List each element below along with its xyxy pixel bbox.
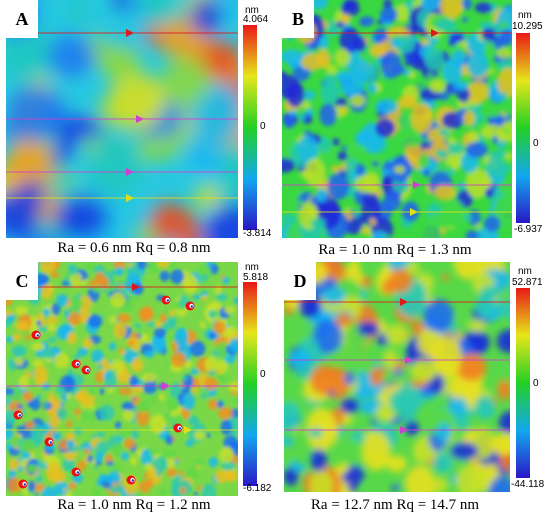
panel-b: B nm 10.295 0 -6.937 Ra = 1.0 nm Rq = 1.… (275, 0, 550, 258)
unit-label-d: nm (518, 266, 532, 277)
max-label-b: 10.295 (512, 21, 543, 32)
color-scale-bar-c (243, 282, 257, 486)
max-label-a: 4.064 (243, 14, 269, 25)
color-scale-bar-d (516, 288, 530, 478)
zero-label-c: 0 (260, 369, 266, 380)
panel-letter-b: B (282, 0, 314, 38)
panel-d: D nm 52.871 0 -44.118 Ra = 12.7 nm Rq = … (275, 258, 550, 516)
panel-a: A nm 4.064 0 -3.814 Ra = 0.6 nm Rq = 0.8… (0, 0, 275, 258)
min-label-c: -6.182 (243, 483, 272, 494)
roughness-caption-c: Ra = 1.0 nm Rq = 1.2 nm (57, 497, 211, 513)
min-label-b: -6.937 (514, 224, 543, 235)
unit-label-b: nm (518, 10, 532, 21)
afm-height-map-c (6, 262, 238, 496)
unit-label-c: nm (245, 262, 259, 273)
afm-height-map-b (282, 0, 512, 238)
zero-label-d: 0 (533, 378, 539, 389)
max-label-c: 5.818 (243, 272, 269, 283)
color-scale-bar-b (516, 33, 530, 223)
panel-letter-a: A (6, 0, 38, 38)
unit-label-a: nm (245, 5, 259, 16)
roughness-caption-d: Ra = 12.7 nm Rq = 14.7 nm (310, 497, 480, 513)
roughness-caption-b: Ra = 1.0 nm Rq = 1.3 nm (318, 242, 472, 258)
zero-label-a: 0 (260, 121, 266, 132)
afm-height-map-d (284, 262, 510, 492)
panel-letter-d: D (284, 262, 316, 300)
panel-c: C nm 5.818 0 -6.182 Ra = 1.0 nm Rq = 1.2… (0, 258, 275, 516)
max-label-d: 52.871 (512, 277, 543, 288)
min-label-d: -44.118 (511, 479, 545, 490)
roughness-caption-a: Ra = 0.6 nm Rq = 0.8 nm (57, 240, 211, 256)
min-label-a: -3.814 (243, 228, 272, 239)
afm-height-map-a (6, 0, 238, 238)
color-scale-bar-a (243, 25, 257, 230)
zero-label-b: 0 (533, 138, 539, 149)
panel-letter-c: C (6, 262, 38, 300)
